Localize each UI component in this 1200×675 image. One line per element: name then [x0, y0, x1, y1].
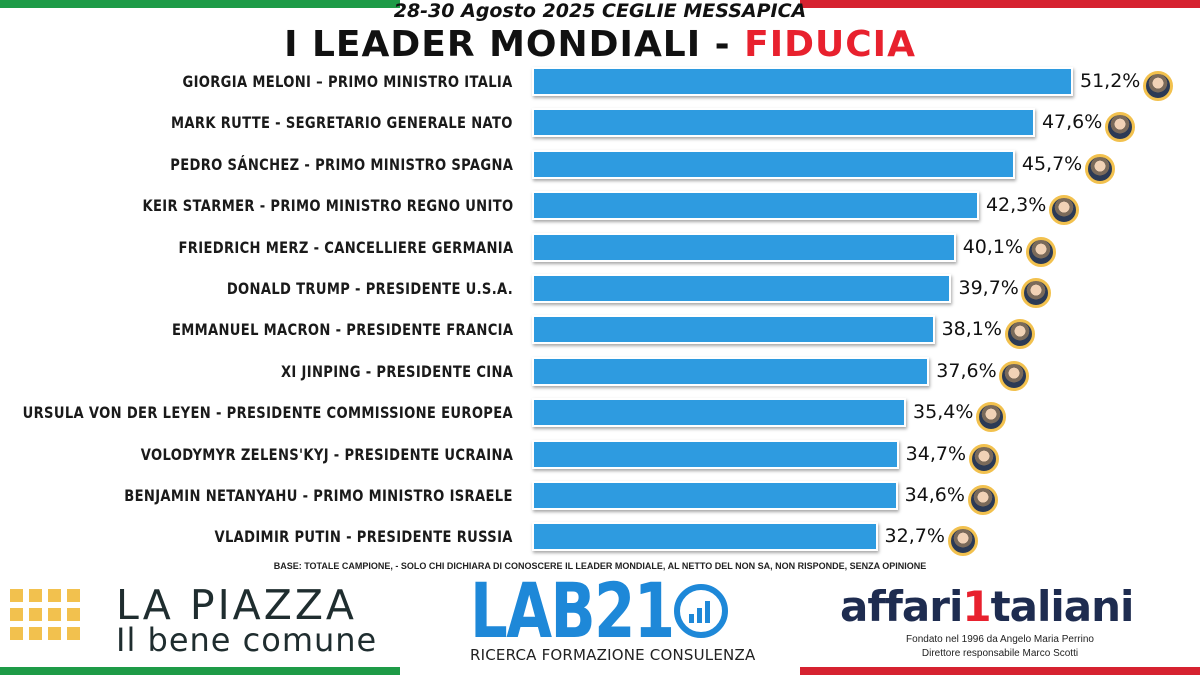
category-label: KEIR STARMER - PRIMO MINISTRO REGNO UNIT…: [141, 196, 513, 216]
category-label: MARK RUTTE - SEGRETARIO GENERALE NATO: [171, 113, 513, 133]
leader-portrait-icon: [1004, 319, 1035, 350]
data-label: 38,1%: [941, 318, 1002, 341]
data-label: 45,7%: [1021, 152, 1083, 175]
flag-stripe-top-red: [800, 0, 1200, 8]
category-label: GIORGIA MELONI – PRIMO MINISTRO ITALIA: [182, 72, 513, 91]
la-piazza-name: LA PIAZZA: [116, 581, 357, 629]
data-label: 39,7%: [958, 277, 1019, 299]
data-label: 37,6%: [936, 359, 997, 382]
bar: [532, 191, 979, 221]
leader-portrait-icon: [1143, 71, 1173, 101]
data-label: 35,4%: [913, 401, 974, 424]
affaritaliani-logo: affari1taliani Fondato nel 1996 da Angel…: [840, 582, 1170, 662]
leader-portrait-icon: [967, 485, 998, 515]
bar: [532, 232, 956, 262]
data-label: 32,7%: [884, 525, 945, 548]
lab21-logo: LAB21 RICERCA FORMAZIONE CONSULENZA: [470, 566, 755, 668]
bar: [532, 108, 1035, 138]
bar-chart-circle-icon: [674, 584, 728, 638]
bar: [532, 522, 878, 552]
flag-stripe-bottom-red: [800, 667, 1200, 675]
chart-title: I LEADER MONDIALI - FIDUCIA: [0, 24, 1200, 65]
category-label: URSULA VON DER LEYEN - PRESIDENTE COMMIS…: [22, 403, 513, 423]
data-label: 40,1%: [962, 235, 1024, 258]
category-label: FRIEDRICH MERZ - CANCELLIERE GERMANIA: [178, 237, 513, 257]
survey-date-location: 28-30 Agosto 2025 CEGLIE MESSAPICA: [393, 0, 807, 22]
flag-stripe-bottom-green: [0, 667, 400, 675]
category-label: VOLODYMYR ZELENS'KYJ - PRESIDENTE UCRAIN…: [140, 444, 513, 464]
lab21-name: LAB21: [470, 566, 675, 655]
lab21-tagline: RICERCA FORMAZIONE CONSULENZA: [470, 646, 756, 664]
leader-portrait-icon: [968, 443, 999, 474]
chart-title-accent: FIDUCIA: [744, 24, 916, 65]
affaritaliani-name-c: taliani: [990, 582, 1135, 631]
leader-portrait-icon: [976, 402, 1007, 433]
category-label: BENJAMIN NETANYAHU - PRIMO MINISTRO ISRA…: [124, 486, 513, 505]
la-piazza-tagline: Il bene comune: [116, 621, 378, 659]
bar: [532, 439, 899, 469]
data-label: 51,2%: [1080, 70, 1141, 92]
leader-portrait-icon: [947, 526, 978, 557]
category-label: PEDRO SÁNCHEZ - PRIMO MINISTRO SPAGNA: [169, 154, 513, 174]
bar: [532, 481, 898, 510]
bar: [532, 149, 1015, 179]
leader-portrait-icon: [999, 360, 1030, 391]
leader-portrait-icon: [1084, 153, 1115, 184]
flag-stripe-bottom-white: [400, 667, 800, 675]
affaritaliani-founded: Fondato nel 1996 da Angelo Maria Perrino: [906, 634, 1094, 645]
bar: [532, 356, 930, 386]
category-label: VLADIMIR PUTIN - PRESIDENTE RUSSIA: [214, 527, 513, 547]
leader-portrait-icon: [1021, 278, 1052, 308]
bar: [532, 67, 1073, 96]
bar: [532, 315, 935, 345]
flag-stripe-top-white: [400, 0, 800, 8]
flag-stripe-top-green: [0, 0, 400, 8]
bar: [532, 274, 952, 303]
category-label: EMMANUEL MACRON - PRESIDENTE FRANCIA: [171, 320, 513, 340]
chart-title-main: I LEADER MONDIALI -: [284, 24, 745, 65]
bar: [532, 398, 907, 428]
leader-portrait-icon: [1025, 236, 1056, 267]
base-note: BASE: TOTALE CAMPIONE, - SOLO CHI DICHIA…: [273, 561, 927, 571]
leader-portrait-icon: [1104, 112, 1135, 143]
affaritaliani-name-a: affari: [840, 582, 963, 631]
leader-portrait-icon: [1048, 195, 1079, 226]
data-label: 47,6%: [1041, 111, 1103, 134]
affaritaliani-name-b: 1: [962, 582, 991, 631]
data-label: 42,3%: [985, 194, 1047, 217]
data-label: 34,6%: [904, 484, 965, 506]
affaritaliani-director: Direttore responsabile Marco Scotti: [921, 648, 1079, 659]
dot-grid-icon: [10, 589, 80, 640]
affaritaliani-name: affari1taliani: [840, 582, 1135, 631]
category-label: XI JINPING - PRESIDENTE CINA: [280, 361, 513, 381]
la-piazza-logo: LA PIAZZA Il bene comune: [10, 581, 400, 660]
category-label: DONALD TRUMP - PRESIDENTE U.S.A.: [226, 279, 513, 298]
data-label: 34,7%: [905, 442, 966, 465]
